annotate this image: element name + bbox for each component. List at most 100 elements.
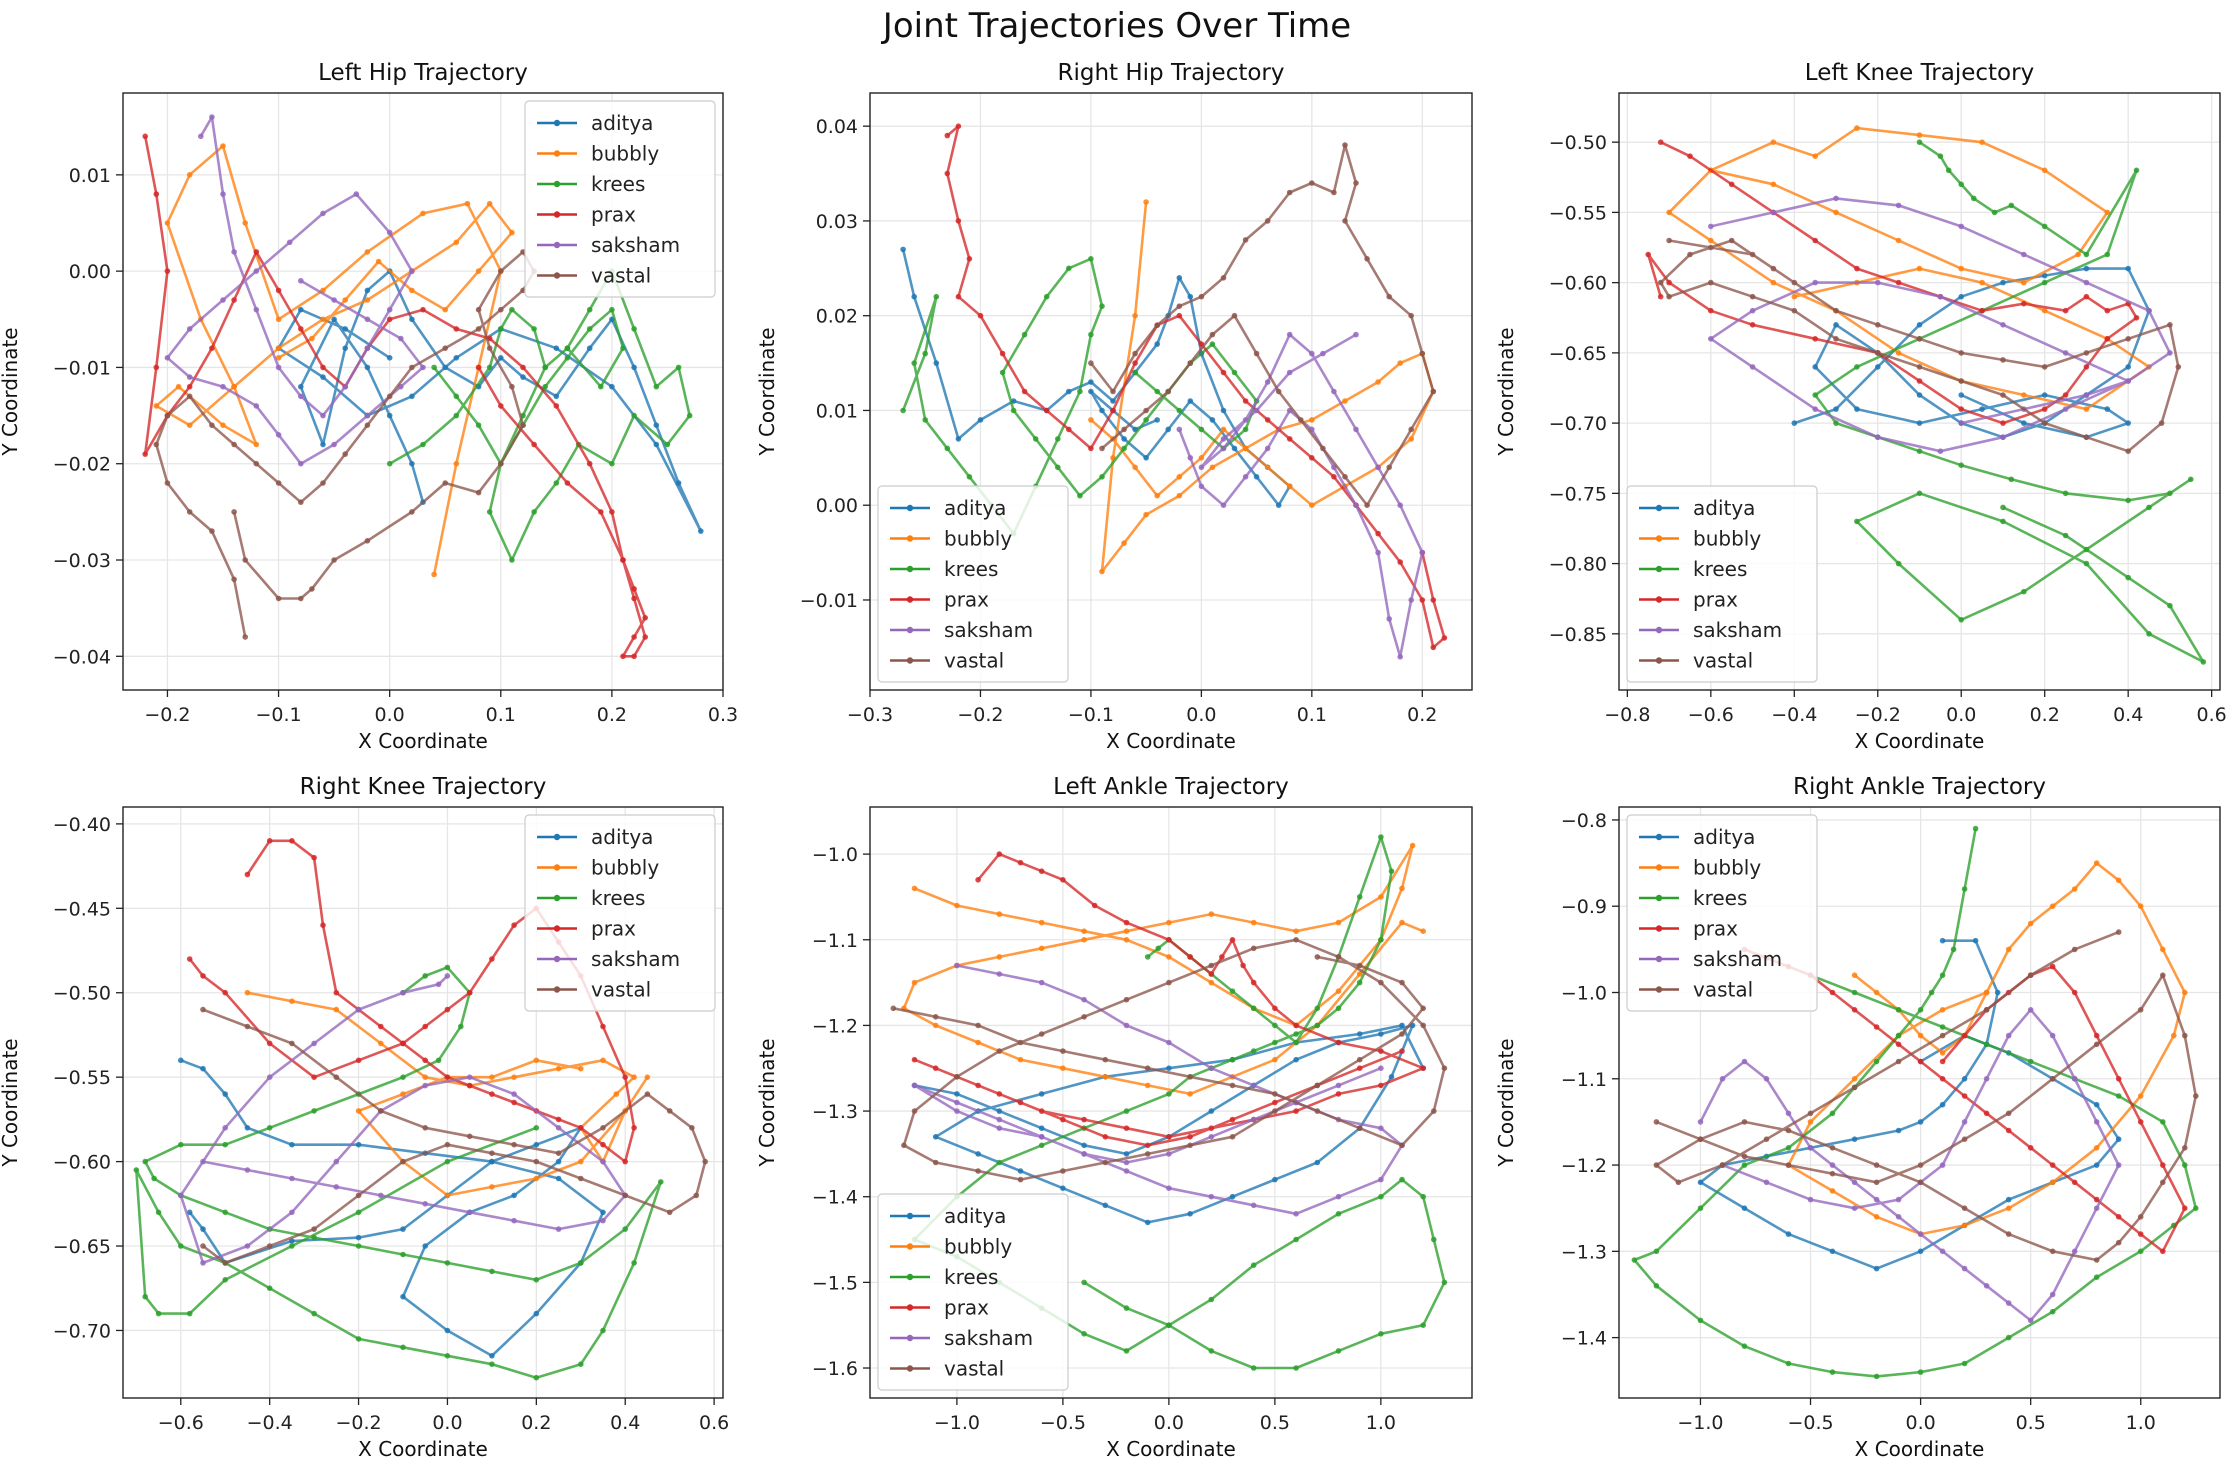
data-point-prax: [1242, 398, 1249, 404]
legend: aditya bubbly krees prax saksham vastal: [1626, 814, 1818, 1012]
data-point-saksham: [2049, 1291, 2056, 1298]
legend-label-bubbly: bubbly: [1693, 527, 1761, 551]
y-tick-label: −1.1: [1561, 1069, 1607, 1091]
data-point-vastal: [2137, 1007, 2144, 1013]
data-point-vastal: [1399, 979, 1405, 986]
y-tick-label: −0.85: [1549, 624, 1607, 646]
data-point-prax: [420, 306, 426, 313]
data-point-bubbly: [1770, 181, 1777, 188]
data-point-prax: [1166, 1134, 1172, 1140]
data-point-bubbly: [1409, 842, 1416, 849]
data-point-krees: [1895, 1032, 1902, 1039]
y-tick-label: −0.8: [1561, 810, 1607, 832]
data-point-saksham: [1741, 1058, 1748, 1065]
data-point-prax: [1895, 279, 1902, 286]
data-point-vastal: [1231, 312, 1238, 319]
data-point-krees: [658, 1179, 664, 1185]
data-point-bubbly: [1154, 492, 1160, 499]
data-point-saksham: [1895, 1214, 1902, 1220]
data-point-vastal: [1176, 303, 1183, 310]
data-point-krees: [178, 1243, 184, 1249]
data-point-saksham: [1176, 426, 1183, 433]
data-point-vastal: [1807, 1110, 1814, 1117]
data-point-vastal: [1961, 1205, 1968, 1211]
x-axis-label: X Coordinate: [1106, 729, 1236, 753]
data-point-bubbly: [175, 383, 182, 390]
x-tick-label: 0.0: [1905, 1412, 1935, 1434]
data-point-saksham: [1250, 1202, 1257, 1209]
data-point-saksham: [1983, 1076, 1990, 1082]
data-point-prax: [2133, 315, 2140, 321]
data-point-krees: [2133, 167, 2140, 174]
data-point-krees: [1088, 255, 1094, 262]
data-point-vastal: [2137, 1214, 2144, 1220]
data-point-aditya: [1229, 1193, 1236, 1200]
data-point-prax: [489, 956, 495, 962]
data-point-aditya: [2000, 279, 2006, 286]
data-point-krees: [1066, 265, 1072, 272]
data-point-aditya: [409, 393, 415, 400]
data-point-bubbly: [1198, 455, 1205, 461]
data-point-krees: [1945, 167, 1952, 174]
series-group: [142, 114, 704, 660]
data-point-saksham: [1198, 483, 1205, 490]
data-point-krees: [289, 1243, 295, 1249]
data-point-aditya: [342, 326, 349, 332]
data-point-prax: [378, 1023, 384, 1030]
data-point-saksham: [244, 1167, 251, 1173]
data-point-aditya: [600, 1209, 606, 1216]
data-point-saksham: [289, 1175, 295, 1182]
data-point-vastal: [422, 1125, 429, 1131]
legend-marker-saksham: [906, 1334, 914, 1342]
data-point-aditya: [200, 1065, 206, 1072]
data-point-vastal: [2093, 1257, 2100, 1263]
data-point-bubbly: [164, 220, 171, 226]
data-point-prax: [1123, 919, 1130, 926]
data-point-prax: [2093, 1196, 2100, 1203]
data-point-krees: [2104, 251, 2111, 258]
data-point-prax: [153, 364, 160, 371]
data-point-saksham: [996, 1125, 1003, 1131]
data-point-prax: [622, 1074, 628, 1080]
data-point-prax: [453, 326, 460, 332]
series-line-saksham: [1699, 1008, 2120, 1322]
data-point-krees: [542, 383, 548, 390]
data-point-bubbly: [1873, 989, 1880, 996]
data-point-vastal: [2167, 322, 2173, 328]
data-point-krees: [1961, 886, 1968, 892]
data-point-krees: [1293, 1365, 1299, 1371]
data-point-prax: [266, 1040, 273, 1047]
data-point-bubbly: [1829, 1188, 1836, 1194]
data-point-bubbly: [1132, 312, 1138, 319]
legend-label-saksham: saksham: [944, 1326, 1033, 1350]
data-point-saksham: [1220, 436, 1227, 442]
data-point-saksham: [289, 1209, 295, 1216]
legend-marker-prax: [553, 211, 561, 218]
legend-label-aditya: aditya: [944, 1204, 1006, 1228]
data-point-aditya: [2083, 265, 2090, 272]
data-point-krees: [1939, 972, 1946, 978]
data-point-saksham: [2093, 1205, 2100, 1211]
data-point-prax: [975, 877, 981, 883]
data-point-vastal: [186, 393, 193, 400]
x-axis-label: X Coordinate: [1855, 729, 1985, 753]
data-point-vastal: [1420, 1022, 1426, 1029]
y-tick-label: −0.50: [53, 983, 111, 1005]
data-point-krees: [444, 1260, 451, 1266]
legend-marker-saksham: [553, 955, 561, 963]
data-point-prax: [553, 403, 560, 409]
data-point-bubbly: [1102, 1074, 1109, 1080]
y-tick-label: −0.75: [1549, 483, 1607, 505]
data-point-aditya: [1812, 364, 1818, 370]
data-point-vastal: [1791, 279, 1798, 286]
data-point-bubbly: [378, 1040, 384, 1047]
data-point-vastal: [1320, 445, 1326, 452]
data-point-krees: [355, 1336, 362, 1342]
data-point-vastal: [1356, 1125, 1363, 1131]
data-point-prax: [1961, 1032, 1968, 1039]
data-point-prax: [1166, 937, 1172, 943]
data-point-saksham: [1166, 1151, 1172, 1157]
data-point-vastal: [1220, 275, 1227, 281]
series-line-aditya: [1699, 939, 2120, 1270]
data-point-bubbly: [996, 911, 1003, 917]
